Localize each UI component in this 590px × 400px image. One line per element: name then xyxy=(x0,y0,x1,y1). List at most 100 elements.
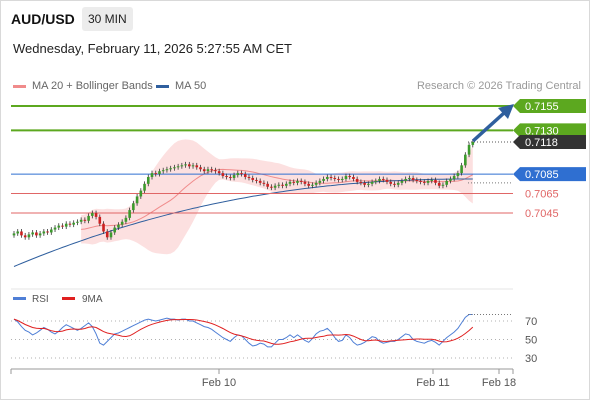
rsi-legend-swatch xyxy=(13,297,26,300)
candle-body xyxy=(318,180,322,183)
candle-body xyxy=(180,165,184,167)
legend-swatch-ma20 xyxy=(13,84,26,88)
candle-body xyxy=(128,210,131,218)
rsi-level-label-70: 70 xyxy=(525,316,537,328)
candle-body xyxy=(42,231,46,234)
candle-body xyxy=(258,180,262,183)
candle-body xyxy=(202,169,206,172)
legend-swatch-ma50 xyxy=(156,84,169,88)
candle-body xyxy=(161,170,165,172)
candle-body xyxy=(79,219,83,222)
candle-body xyxy=(117,224,120,228)
candle-body xyxy=(217,171,221,174)
level-label-0.7085: 0.7085 xyxy=(525,169,559,181)
rsi-ma-legend-swatch xyxy=(62,297,75,300)
candle-body xyxy=(72,222,75,225)
candle-body xyxy=(370,181,374,184)
candle-body xyxy=(139,190,143,197)
candle-body xyxy=(221,173,225,177)
symbol-title: AUD/USD xyxy=(11,11,75,27)
candle-body xyxy=(381,178,385,180)
candle-body xyxy=(415,179,419,181)
candle-body xyxy=(188,164,191,167)
candle-body xyxy=(419,180,422,182)
candle-body xyxy=(284,183,288,186)
candle-body xyxy=(430,179,434,181)
candle-body xyxy=(471,141,475,145)
level-label-0.7065: 0.7065 xyxy=(525,189,559,201)
candle-body xyxy=(83,219,87,221)
ma50-line xyxy=(13,178,473,267)
candle-body xyxy=(165,169,169,171)
candle-body xyxy=(329,177,333,179)
candle-body xyxy=(38,233,42,236)
chart-datetime: Wednesday, February 11, 2026 5:27:55 AM … xyxy=(13,41,292,56)
candle-body xyxy=(46,231,49,233)
candle-body xyxy=(61,225,64,227)
candle-body xyxy=(229,177,232,179)
candle-body xyxy=(266,183,269,187)
candle-body xyxy=(91,213,94,216)
candle-body xyxy=(23,235,27,238)
candle-body xyxy=(270,186,273,188)
candle-body xyxy=(288,181,292,184)
candle-body xyxy=(120,221,124,225)
candle-body xyxy=(87,215,90,221)
candle-body xyxy=(158,171,161,175)
legend-label-ma20: MA 20 + Bollinger Bands xyxy=(32,80,153,92)
level-label-0.7045: 0.7045 xyxy=(525,208,559,220)
candle-body xyxy=(292,181,296,183)
x-tick-label: Feb 18 xyxy=(482,377,516,389)
candle-body xyxy=(184,164,187,166)
forecast-arrow-head xyxy=(498,104,514,119)
candle-body xyxy=(27,234,31,238)
candle-body xyxy=(393,183,396,185)
bollinger-band xyxy=(81,139,473,255)
candle-body xyxy=(355,178,359,182)
candle-body xyxy=(396,182,400,185)
candle-body xyxy=(31,232,34,235)
candle-body xyxy=(441,184,445,186)
candle-body xyxy=(273,185,277,188)
candle-body xyxy=(456,173,460,177)
candle-body xyxy=(281,184,284,186)
level-tag-0.7130 xyxy=(513,123,586,138)
candle-body xyxy=(367,183,370,185)
candle-body xyxy=(232,175,236,178)
rsi-level-label-30: 30 xyxy=(525,353,537,365)
candle-body xyxy=(307,183,310,186)
candle-body xyxy=(35,232,38,236)
candle-body xyxy=(344,176,348,179)
candle-body xyxy=(109,232,113,238)
candle-body xyxy=(255,179,258,181)
candle-body xyxy=(53,227,57,230)
candle-body xyxy=(408,177,411,179)
timeframe-button[interactable]: 30 MIN xyxy=(82,7,133,31)
candle-body xyxy=(135,196,139,204)
candle-body xyxy=(262,182,266,184)
candle-body xyxy=(378,178,381,181)
candle-body xyxy=(404,178,407,181)
x-tick-label: Feb 10 xyxy=(202,377,236,389)
candle-body xyxy=(363,182,366,185)
rsi-line xyxy=(13,314,473,348)
candle-body xyxy=(434,179,437,183)
candle-body xyxy=(326,177,329,179)
candle-body xyxy=(98,216,102,224)
candle-body xyxy=(423,181,426,183)
candle-body xyxy=(322,178,325,181)
research-credit: Research © 2026 Trading Central xyxy=(416,80,581,92)
candle-body xyxy=(210,169,213,171)
legend-label-ma50: MA 50 xyxy=(175,80,207,92)
level-tag-0.7085 xyxy=(513,167,586,182)
candle-body xyxy=(173,167,176,169)
candle-body xyxy=(199,167,202,170)
candle-body xyxy=(467,144,471,155)
candle-body xyxy=(296,180,299,183)
candle-body xyxy=(449,178,452,181)
candle-body xyxy=(311,184,314,186)
level-label-0.7118: 0.7118 xyxy=(525,137,558,149)
candle-body xyxy=(299,180,303,182)
level-label-0.7130: 0.7130 xyxy=(525,125,559,137)
